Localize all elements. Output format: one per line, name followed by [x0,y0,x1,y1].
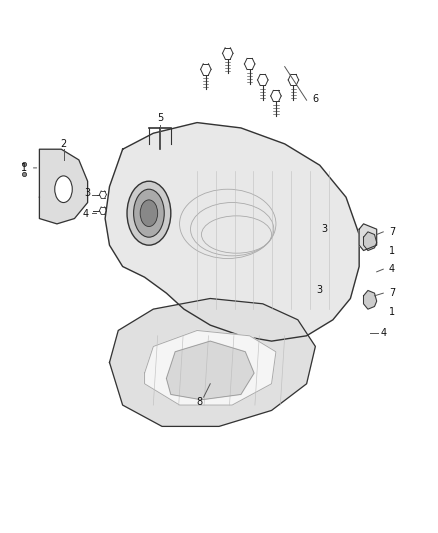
Ellipse shape [55,176,72,203]
Polygon shape [364,232,377,251]
Text: 7: 7 [389,227,395,237]
Text: 1: 1 [389,246,395,255]
Text: 3: 3 [317,286,323,295]
Text: 6: 6 [312,94,318,103]
Text: 3: 3 [85,188,91,198]
Polygon shape [364,290,377,309]
Polygon shape [166,341,254,400]
Polygon shape [145,330,276,405]
Text: 5: 5 [157,114,163,123]
Text: 1: 1 [21,163,27,173]
Polygon shape [105,123,359,341]
Text: 4: 4 [82,209,88,219]
Ellipse shape [140,200,158,227]
Text: 8: 8 [196,398,202,407]
Ellipse shape [134,189,164,237]
Text: 7: 7 [389,288,395,298]
Text: 1: 1 [389,307,395,317]
Text: 2: 2 [60,139,67,149]
Text: 4: 4 [380,328,386,338]
Polygon shape [359,224,377,251]
Text: 4: 4 [389,264,395,274]
Ellipse shape [127,181,171,245]
Polygon shape [39,149,88,224]
Polygon shape [110,298,315,426]
Text: 3: 3 [321,224,327,234]
